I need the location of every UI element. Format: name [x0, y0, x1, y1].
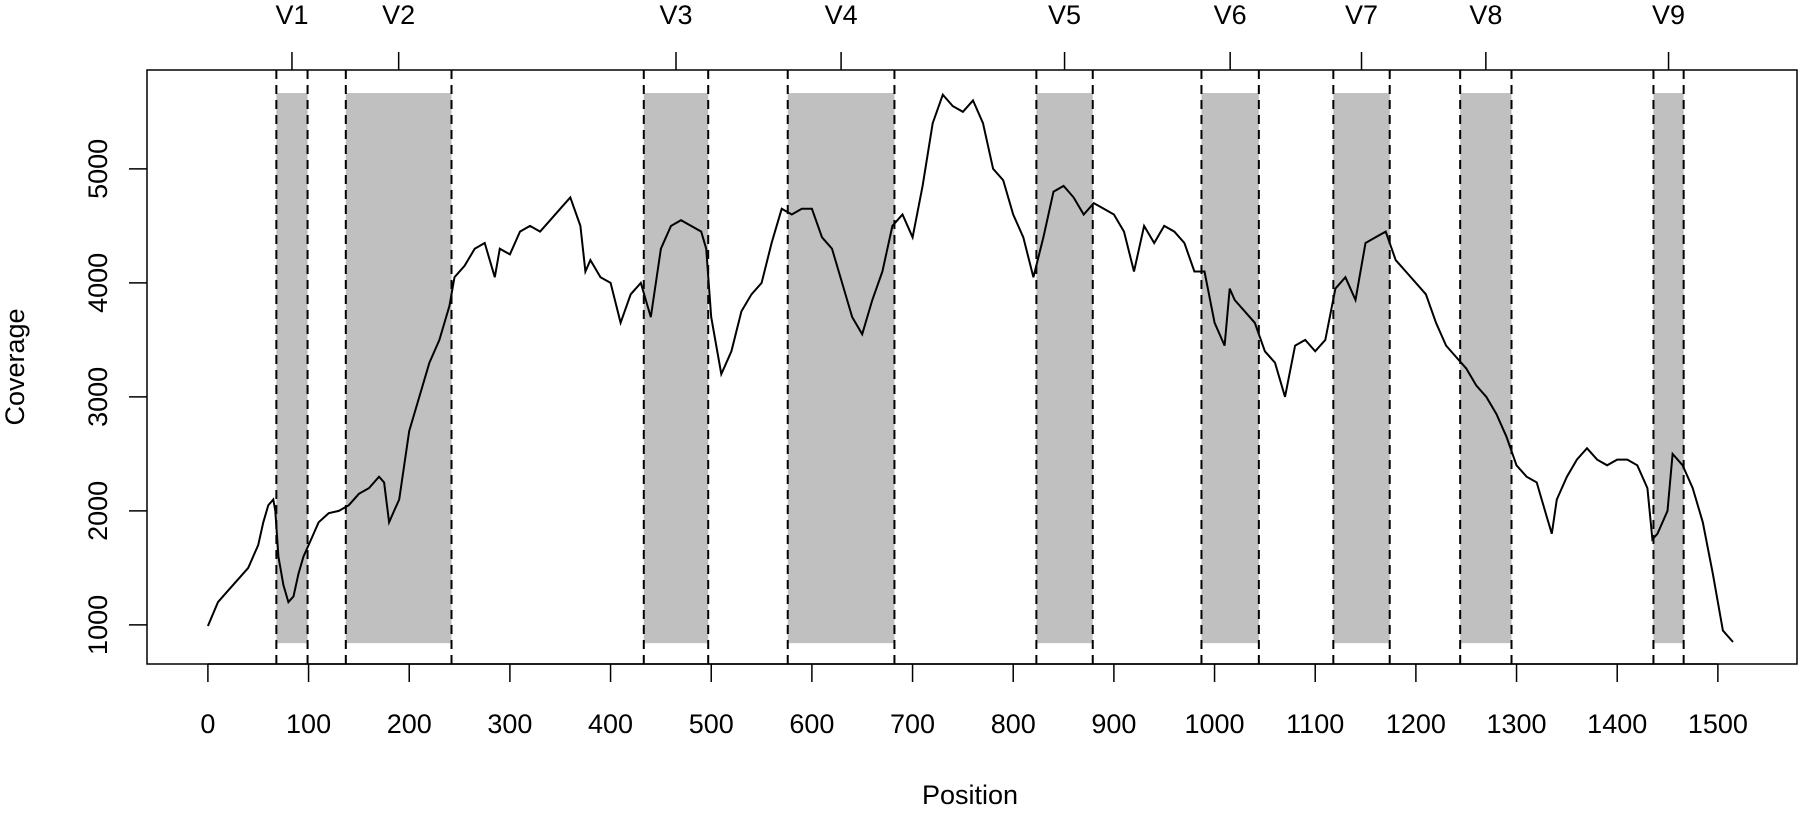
x-tick-label: 1300: [1487, 709, 1547, 739]
region: [1333, 93, 1390, 644]
region-label: V9: [1652, 0, 1685, 30]
region-label: V8: [1469, 0, 1502, 30]
x-tick-label: 1100: [1286, 709, 1344, 739]
x-tick-label: 300: [487, 709, 532, 739]
region-label: V3: [659, 0, 692, 30]
y-axis-label: Coverage: [0, 308, 30, 425]
x-tick-label: 400: [588, 709, 633, 739]
x-tick-label: 500: [689, 709, 734, 739]
region-label: V6: [1214, 0, 1247, 30]
x-tick-label: 1200: [1386, 709, 1446, 739]
x-tick-label: 100: [286, 709, 331, 739]
region: [1460, 93, 1512, 644]
y-tick-label: 5000: [83, 139, 113, 199]
x-tick-label: 600: [789, 709, 834, 739]
region-label: V5: [1048, 0, 1081, 30]
region-label: V7: [1345, 0, 1378, 30]
x-tick-label: 800: [991, 709, 1036, 739]
region: [643, 93, 709, 644]
region-label: V4: [825, 0, 858, 30]
y-tick-label: 2000: [83, 481, 113, 541]
region: [1201, 93, 1259, 644]
region: [787, 93, 895, 644]
x-tick-label: 0: [200, 709, 215, 739]
x-axis-label: Position: [922, 780, 1018, 810]
y-tick-label: 3000: [83, 367, 113, 427]
x-tick-label: 1500: [1688, 709, 1748, 739]
y-tick-label: 1000: [83, 595, 113, 655]
region-label: V2: [382, 0, 415, 30]
x-tick-label: 900: [1091, 709, 1136, 739]
region-label: V1: [275, 0, 308, 30]
x-tick-label: 1400: [1587, 709, 1647, 739]
region: [1036, 93, 1093, 644]
region: [345, 93, 452, 644]
y-tick-label: 4000: [83, 253, 113, 313]
region: [1653, 93, 1684, 644]
coverage-line: [206, 92, 1734, 643]
x-tick-label: 1000: [1185, 709, 1245, 739]
x-tick-label: 200: [387, 709, 432, 739]
x-tick-label: 700: [890, 709, 935, 739]
region: [276, 93, 308, 644]
